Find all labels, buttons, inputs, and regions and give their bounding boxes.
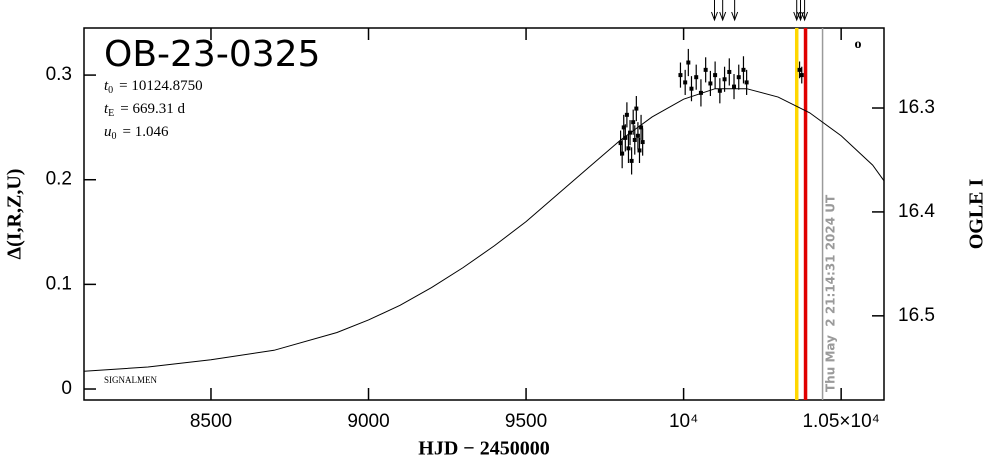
arrow: [731, 0, 739, 22]
x-tick-label: 9500: [505, 411, 547, 432]
data-point: [686, 60, 691, 65]
y2-tick-label: 16.5: [898, 305, 935, 326]
data-point: [678, 73, 683, 78]
model-curve: [83, 88, 885, 372]
arrow-head: [711, 11, 718, 22]
x-tick-label: 8500: [190, 411, 232, 432]
data-point: [623, 135, 628, 140]
param: tE = 669.31 d: [104, 101, 185, 119]
param-value: = 1.046: [123, 124, 169, 140]
data-point: [717, 88, 722, 93]
data-point: [635, 133, 640, 138]
chart-title: OB-23-0325: [104, 34, 320, 75]
x-tick-label: 9000: [347, 411, 389, 432]
arrow: [797, 0, 804, 22]
data-point: [634, 106, 639, 111]
data-point: [639, 125, 644, 130]
param-symbol: u: [104, 124, 112, 140]
data-point: [694, 75, 699, 80]
data-point: [732, 84, 737, 89]
data-point: [632, 137, 637, 142]
timestamp: Thu May 2 21:14:31 2024 UT: [824, 194, 838, 392]
y2-axis-label: OGLE I: [966, 178, 986, 249]
data-point: [741, 67, 746, 72]
data-point: [689, 86, 694, 91]
y-axis-label: Δ(I,R,Z,U): [4, 169, 26, 260]
data-point: [797, 67, 802, 72]
data-point: [727, 69, 732, 74]
y-tick-label: 0.2: [46, 169, 72, 190]
param: u0 = 1.046: [104, 124, 169, 142]
data-point: [621, 125, 626, 130]
corner-label: o: [855, 37, 862, 52]
y2-tick-label: 16.4: [898, 201, 935, 222]
data-point: [799, 73, 804, 78]
param-subscript: E: [108, 108, 114, 119]
arrow: [719, 0, 727, 22]
y-tick-label: 0.1: [46, 273, 72, 294]
arrow-head: [801, 11, 809, 22]
data-point: [624, 112, 629, 117]
param-value: = 669.31 d: [120, 101, 185, 117]
data-point: [631, 120, 636, 125]
plot-frame: [83, 27, 885, 401]
data-point: [744, 80, 749, 85]
param-subscript: 0: [108, 85, 113, 96]
data-point: [722, 77, 727, 82]
y2-tick-label: 16.3: [898, 97, 935, 118]
arrow: [711, 0, 718, 22]
y-tick-label: 0: [61, 378, 72, 399]
data-point: [618, 141, 623, 146]
data-point: [683, 80, 688, 85]
arrow-head: [719, 11, 727, 22]
data-point: [698, 90, 703, 95]
param-symbol: t: [104, 78, 109, 94]
y-tick-label: 0.3: [46, 64, 72, 85]
data-point: [736, 75, 741, 80]
param-symbol: t: [104, 101, 109, 117]
arrow: [793, 0, 801, 22]
x-tick-label: 10⁴: [669, 411, 698, 432]
data-point: [626, 146, 631, 151]
arrow: [801, 0, 809, 22]
data-point: [620, 151, 625, 156]
footer-label: SIGNALMEN: [104, 375, 157, 385]
data-point: [640, 140, 645, 145]
arrow-head: [731, 11, 739, 22]
x-axis-label: HJD − 2450000: [418, 438, 549, 459]
data-point: [628, 130, 633, 135]
param-subscript: 0: [112, 131, 117, 142]
data-point: [708, 81, 713, 86]
param-value: = 10124.8750: [119, 78, 202, 94]
x-tick-label: 1.05×10⁴: [802, 411, 879, 432]
data-point: [637, 148, 642, 153]
param: t0 = 10124.8750: [104, 78, 203, 96]
data-point: [713, 73, 718, 78]
data-point: [703, 67, 708, 72]
data-point: [629, 158, 634, 163]
